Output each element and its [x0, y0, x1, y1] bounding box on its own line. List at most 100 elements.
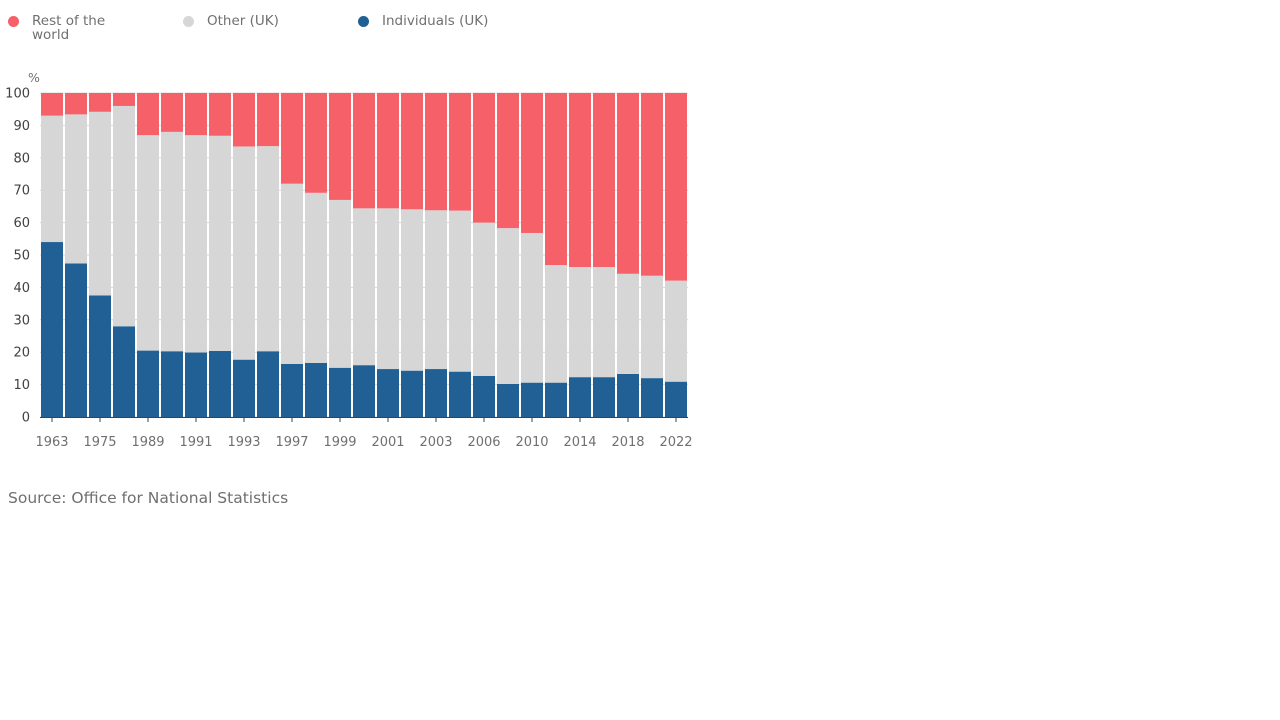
bar-segment-rest-of-the-world	[569, 93, 591, 267]
bar-segment-rest-of-the-world	[545, 93, 567, 266]
bar-segment-rest-of-the-world	[89, 93, 111, 112]
x-tick-label: 2010	[515, 435, 548, 450]
bar-segment-rest-of-the-world	[593, 93, 615, 267]
bar-segment-other-uk	[329, 199, 351, 368]
bar-segment-other-uk	[425, 210, 447, 370]
bar-segment-individuals-uk	[473, 375, 495, 417]
legend-label-other-uk: Other (UK)	[207, 13, 279, 29]
bar-segment-other-uk	[89, 111, 111, 296]
bar-segment-rest-of-the-world	[161, 93, 183, 132]
y-tick-label: 90	[13, 119, 30, 134]
bar-segment-other-uk	[569, 266, 591, 378]
x-tick-label: 1991	[179, 435, 212, 450]
legend-swatch-individuals-uk	[358, 16, 369, 27]
bar-segment-individuals-uk	[521, 382, 543, 417]
bar-segment-individuals-uk	[377, 369, 399, 417]
bar-segment-individuals-uk	[569, 377, 591, 417]
y-tick-label: 20	[13, 346, 30, 361]
y-tick-label: 60	[13, 216, 30, 231]
bar-segment-rest-of-the-world	[641, 93, 663, 276]
bar-segment-other-uk	[377, 208, 399, 370]
bar-segment-rest-of-the-world	[521, 93, 543, 233]
legend-label-individuals-uk: Individuals (UK)	[382, 13, 489, 29]
x-tick-label: 1997	[275, 435, 308, 450]
bar-segment-other-uk	[233, 146, 255, 360]
y-tick-label: 10	[13, 378, 30, 393]
bar-segment-rest-of-the-world	[425, 93, 447, 211]
legend-item-rest-of-world: Rest of the world	[8, 8, 122, 42]
x-tick-label: 2018	[611, 435, 644, 450]
bar-segment-other-uk	[521, 232, 543, 383]
bar-segment-individuals-uk	[497, 383, 519, 417]
bar-segment-individuals-uk	[257, 351, 279, 417]
bar-segment-other-uk	[497, 228, 519, 384]
bar-segment-rest-of-the-world	[209, 93, 231, 136]
bar-segment-individuals-uk	[65, 263, 87, 417]
bar-segment-rest-of-the-world	[449, 93, 471, 211]
bar-segment-other-uk	[257, 146, 279, 352]
bar-segment-individuals-uk	[185, 352, 207, 417]
x-tick-label: 1975	[83, 435, 116, 450]
x-tick-label: 2022	[659, 435, 692, 450]
x-tick-label: 1993	[227, 435, 260, 450]
bar-segment-rest-of-the-world	[137, 93, 159, 136]
legend-label-rest-of-world: Rest of the world	[32, 13, 106, 43]
bar-segment-other-uk	[209, 135, 231, 351]
bar-segment-rest-of-the-world	[329, 93, 351, 200]
y-tick-label: 50	[13, 249, 30, 264]
y-axis-unit-label: %	[28, 70, 40, 85]
bars	[41, 93, 687, 417]
bar-segment-rest-of-the-world	[665, 93, 687, 281]
bar-segment-rest-of-the-world	[113, 93, 135, 106]
bar-segment-rest-of-the-world	[377, 93, 399, 209]
bar-segment-individuals-uk	[401, 370, 423, 417]
bar-segment-rest-of-the-world	[473, 93, 495, 223]
y-tick-label: 40	[13, 281, 30, 296]
bar-segment-individuals-uk	[617, 373, 639, 417]
source-note: Source: Office for National Statistics	[8, 489, 289, 507]
bar-segment-other-uk	[401, 209, 423, 371]
bar-segment-other-uk	[593, 266, 615, 378]
x-tick-label: 1989	[131, 435, 164, 450]
legend-swatch-other-uk	[183, 16, 194, 27]
x-tick-label: 2014	[563, 435, 596, 450]
chart-legend: Rest of the world Other (UK) Individuals…	[8, 8, 568, 42]
bar-segment-other-uk	[161, 131, 183, 352]
bar-segment-individuals-uk	[209, 350, 231, 417]
bar-segment-individuals-uk	[305, 362, 327, 417]
bar-segment-other-uk	[641, 275, 663, 379]
bar-segment-individuals-uk	[41, 242, 63, 417]
bar-segment-other-uk	[473, 222, 495, 376]
y-tick-label: 80	[13, 151, 30, 166]
bar-segment-rest-of-the-world	[353, 93, 375, 209]
bar-segment-individuals-uk	[545, 382, 567, 417]
bar-segment-rest-of-the-world	[617, 93, 639, 274]
x-tick-label: 2001	[371, 435, 404, 450]
bar-segment-other-uk	[185, 135, 207, 353]
stacked-bar-chart: 0 10 20 30 40 50 60 70 80 90 100% 1963 1975 1989 1991…	[5, 70, 692, 450]
bar-segment-individuals-uk	[281, 363, 303, 417]
bar-segment-other-uk	[545, 265, 567, 383]
y-axis: 0 10 20 30 40 50 60 70 80 90 100%	[5, 70, 40, 426]
bar-segment-other-uk	[41, 115, 63, 243]
bar-segment-individuals-uk	[353, 365, 375, 417]
x-tick-label: 2003	[419, 435, 452, 450]
bar-segment-rest-of-the-world	[41, 93, 63, 116]
bar-segment-individuals-uk	[233, 359, 255, 417]
bar-segment-individuals-uk	[329, 367, 351, 417]
bar-segment-other-uk	[617, 273, 639, 374]
bar-segment-rest-of-the-world	[497, 93, 519, 229]
bar-segment-individuals-uk	[665, 381, 687, 417]
bar-segment-other-uk	[65, 114, 87, 264]
bar-segment-individuals-uk	[641, 378, 663, 417]
x-tick-label: 2006	[467, 435, 500, 450]
bar-segment-rest-of-the-world	[401, 93, 423, 210]
x-tick-label: 1999	[323, 435, 356, 450]
y-tick-label: 0	[22, 411, 30, 426]
bar-segment-individuals-uk	[89, 295, 111, 417]
legend-item-individuals-uk: Individuals (UK)	[358, 8, 522, 28]
x-tick-label: 1963	[35, 435, 68, 450]
bar-segment-individuals-uk	[449, 371, 471, 417]
legend-item-other-uk: Other (UK)	[183, 8, 327, 28]
bar-segment-rest-of-the-world	[257, 93, 279, 147]
